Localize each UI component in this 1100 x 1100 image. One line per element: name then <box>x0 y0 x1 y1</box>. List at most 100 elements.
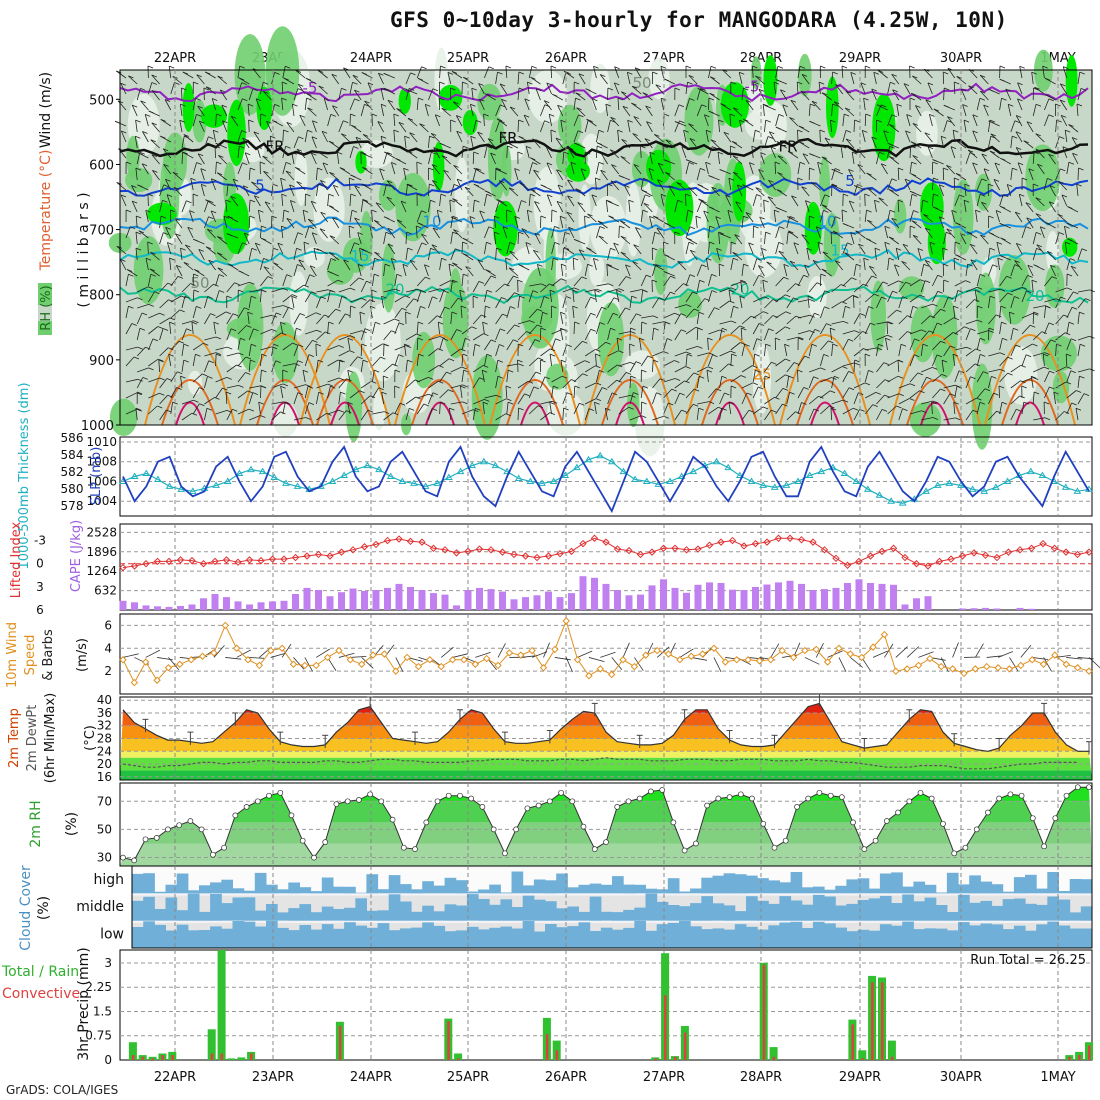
lifted-index-point <box>234 558 242 566</box>
wind-barb <box>560 360 564 373</box>
lifted-index-point <box>211 557 219 566</box>
wind-barb <box>943 120 948 133</box>
wind-barb <box>416 210 422 223</box>
wind-barb <box>735 201 743 213</box>
wind-barb <box>482 322 485 335</box>
wind-barb <box>404 136 407 149</box>
wind-barb <box>135 215 138 229</box>
wind-barb-flag <box>795 283 801 286</box>
wind-barb-flag <box>350 193 356 197</box>
wind-barb-flag <box>196 74 202 78</box>
wind-barb <box>472 365 484 373</box>
wind-barb <box>543 100 552 111</box>
wind-barb-flag <box>989 119 996 123</box>
wind-barb-flag <box>205 86 212 90</box>
wind-barb-flag <box>432 180 438 183</box>
wind-speed-point <box>482 654 491 663</box>
wind-barb-flag <box>711 290 717 293</box>
wind-barb-flag <box>662 145 669 149</box>
cape-bar <box>648 585 656 610</box>
wind-barb-flag <box>966 346 972 350</box>
wind-barb-flag <box>176 265 182 268</box>
wind-barb-flag <box>742 184 748 188</box>
thickness-point <box>573 463 581 471</box>
wind-barb <box>887 146 890 159</box>
wind-barb-flag <box>1037 163 1043 167</box>
cape-bar <box>775 582 782 610</box>
wind-barb-flag <box>887 334 893 338</box>
wind-barb-flag <box>648 168 655 171</box>
wind-barb-flag <box>633 116 639 119</box>
wind-barb-flag <box>655 264 661 267</box>
wind-barb <box>116 182 127 191</box>
wind-barb <box>317 70 328 79</box>
wind-barb-flag <box>790 99 797 103</box>
surface-wind-barb <box>815 643 824 658</box>
wind-barb-flag <box>518 343 524 347</box>
wind-barb <box>213 322 216 335</box>
wind-barb-flag <box>364 328 371 331</box>
wind-barb <box>190 178 194 191</box>
wind-barb <box>387 243 396 255</box>
wind-barb-flag <box>891 217 897 221</box>
wind-barb <box>752 275 760 287</box>
wind-speed-point <box>460 656 468 664</box>
wind-barb <box>359 248 362 261</box>
wind-barb <box>793 242 799 255</box>
wind-barb <box>1021 312 1034 319</box>
lifted-index-point <box>142 560 150 568</box>
wind-barb-flag <box>578 114 584 118</box>
wind-barb <box>808 329 816 341</box>
wind-barb-flag <box>191 412 198 416</box>
wind-barb-flag <box>137 346 143 350</box>
wind-speed-point <box>1017 661 1025 670</box>
wind-barb <box>316 296 322 309</box>
wind-barb-flag <box>285 170 292 174</box>
wind-barb-flag <box>258 401 264 405</box>
wind-barb-flag <box>477 259 484 263</box>
wind-barb <box>191 322 194 335</box>
wind-barb-flag <box>120 259 126 262</box>
wind-barb-flag <box>318 85 324 89</box>
wind-speed-point <box>289 660 298 668</box>
wind-barb <box>148 82 153 95</box>
wind-barb-flag <box>308 218 314 222</box>
wind-barb-flag <box>1012 135 1018 139</box>
wind-barb-flag <box>771 409 777 413</box>
wind-barb-flag <box>674 87 681 91</box>
wind-barb-flag <box>923 263 929 267</box>
wind-barb <box>889 124 900 133</box>
wind-barb-flag <box>999 288 1006 292</box>
wind-barb <box>204 336 217 341</box>
wind-barb-flag <box>505 65 512 69</box>
wind-barb-flag <box>435 114 441 118</box>
lifted-index-point <box>820 546 829 554</box>
lifted-index-point <box>947 555 955 563</box>
cloud-cell <box>1069 879 1082 894</box>
wind-barb-flag <box>929 241 936 245</box>
wind-barb <box>416 242 423 255</box>
rh-moist-patch <box>1052 371 1070 404</box>
wind-axis-label-c: & Barbs <box>41 629 56 681</box>
wind-barb <box>517 296 520 309</box>
wind-barb <box>657 163 664 175</box>
wind-barb-flag <box>354 98 360 102</box>
wind-barb <box>249 385 262 389</box>
cloud-cell <box>578 911 591 921</box>
wind-barb <box>148 405 158 415</box>
wind-barb-flag <box>132 200 138 204</box>
wind-barb-flag <box>866 172 872 176</box>
wind-barb <box>291 152 295 165</box>
wind-barb <box>943 317 955 325</box>
wind-barb <box>416 97 419 111</box>
rh-point <box>1074 784 1081 791</box>
wind-barb-flag <box>312 340 318 343</box>
wind-barb <box>404 344 407 357</box>
wind-barb-flag <box>380 87 387 91</box>
wind-barb <box>271 312 277 325</box>
wind-barb <box>988 352 1001 357</box>
wind-barb-flag <box>207 376 213 379</box>
wind-barb <box>226 184 229 197</box>
wind-barb <box>293 344 299 357</box>
wind-barb-flag <box>141 312 148 316</box>
